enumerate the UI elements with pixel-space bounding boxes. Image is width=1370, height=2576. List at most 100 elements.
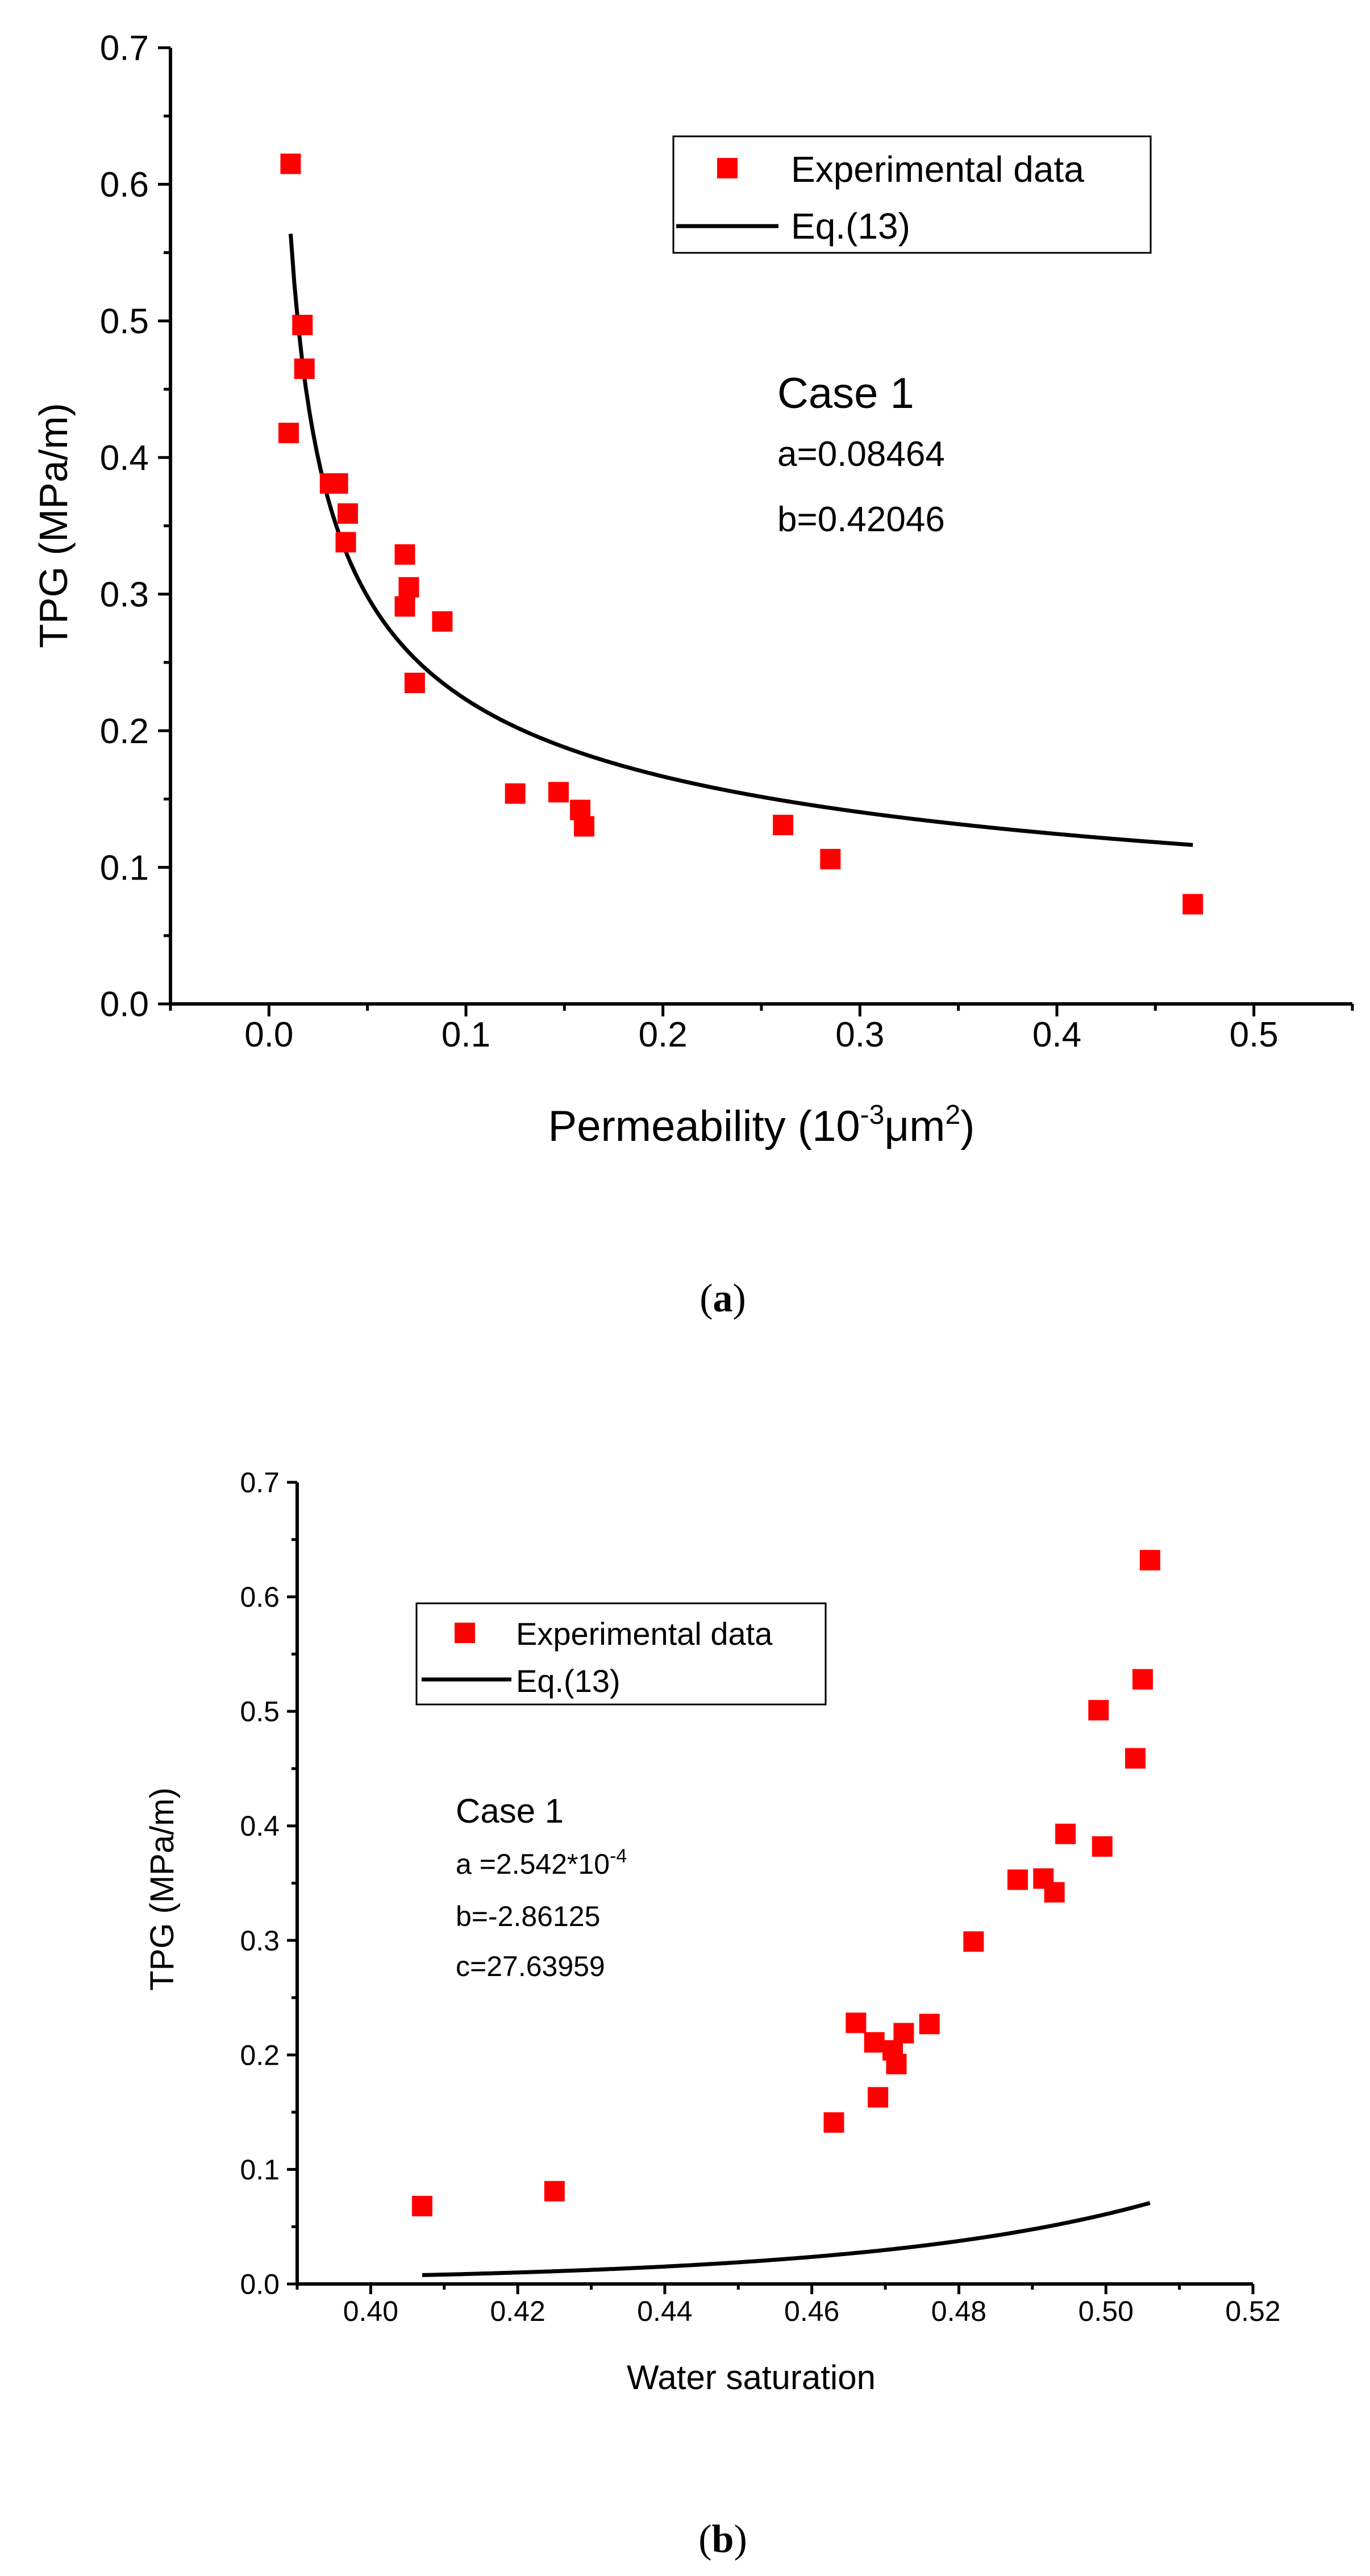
chart-b-data-point (893, 2023, 914, 2044)
chart-b-y-tick-label: 0.1 (240, 2154, 280, 2186)
chart-a-legend-label-data: Experimental data (791, 149, 1084, 190)
chart-b: 0.0 0.1 0.2 0.3 0.4 0.5 0.6 0.7 0.40 0.42 0.44 0.46… (144, 1467, 1281, 2562)
chart-a-x-tick-label: 0.2 (639, 1015, 688, 1054)
chart-a-data-point (292, 315, 313, 336)
chart-a-annotation-case: Case 1 (777, 369, 914, 418)
chart-a-data-point (338, 503, 358, 524)
chart-a-caption-close: ) (733, 1277, 746, 1320)
chart-b-data-point (544, 2181, 565, 2202)
chart-a-x-tick-label: 0.1 (442, 1015, 490, 1054)
chart-b-data-point (846, 2012, 867, 2033)
chart-a-annotation-b: b=0.42046 (777, 500, 945, 539)
chart-b-y-label: TPG (MPa/m) (144, 1787, 181, 1991)
chart-b-x-tick-label: 0.48 (931, 2295, 986, 2327)
chart-b-annotation-case: Case 1 (456, 1792, 564, 1830)
chart-b-data-point (1132, 1669, 1153, 1690)
chart-a-data-point (432, 611, 453, 632)
chart-b-data-point (1092, 1836, 1113, 1857)
chart-b-y-tick-label: 0.6 (240, 1581, 280, 1613)
chart-a-x-tick-label: 0.0 (244, 1015, 293, 1054)
chart-b-data-point (1088, 1700, 1109, 1721)
chart-a-data-point (574, 816, 594, 837)
chart-b-annotation-b: b=-2.86125 (456, 1900, 600, 1932)
chart-a-fit-line (288, 234, 1193, 847)
chart-a-x-label-pre: Permeability (10 (548, 1102, 860, 1151)
chart-b-legend: Experimental data Eq.(13) (415, 1602, 827, 1706)
chart-a-x-tick-label: 0.5 (1230, 1015, 1279, 1054)
chart-a-y-tick-label: 0.0 (100, 985, 149, 1024)
chart-b-data-point (1007, 1869, 1028, 1890)
chart-a-data-point (335, 532, 356, 553)
chart-a-legend-marker (717, 158, 738, 178)
chart-a-legend-label-fit: Eq.(13) (791, 206, 910, 247)
chart-b-data-point (1139, 1550, 1160, 1571)
chart-a-caption-open: ( (699, 1277, 713, 1320)
chart-b-fit-line (422, 2200, 1151, 2277)
chart-a-data-point (1182, 894, 1204, 915)
chart-a-data-point (398, 577, 419, 598)
chart-a-data-point (773, 815, 794, 836)
chart-b-caption: (b) (698, 2517, 747, 2561)
chart-b-data-point (1044, 1882, 1065, 1903)
chart-b-x-tick-label: 0.40 (343, 2295, 398, 2327)
chart-b-y-tick-label: 0.5 (240, 1696, 280, 1728)
chart-b-x-tick-label: 0.50 (1078, 2295, 1134, 2327)
chart-a-caption-letter: a (713, 1277, 733, 1320)
chart-b-x-tick-label: 0.44 (637, 2295, 692, 2327)
chart-a: 0.0 0.1 0.2 0.3 0.4 0.5 0.6 0.7 0.0 0.1 0.2 0.3 0.4 0… (31, 29, 1354, 1320)
chart-a-y-tick-label: 0.5 (100, 302, 149, 341)
chart-b-data-point (864, 2032, 885, 2053)
chart-b-x-tick-label: 0.42 (490, 2295, 545, 2327)
chart-b-annotation-c: c=27.63959 (456, 1950, 605, 1982)
chart-a-data-point (294, 359, 315, 380)
chart-b-annotation-a: a =2.542*10-4 (456, 1845, 627, 1880)
chart-b-data-point (868, 2087, 889, 2108)
chart-a-y-tick-label: 0.1 (100, 848, 149, 887)
chart-b-data-point (411, 2195, 432, 2216)
chart-a-x-label-post: ) (960, 1102, 975, 1151)
chart-b-legend-label-data: Experimental data (516, 1616, 773, 1652)
chart-a-data-point (404, 672, 425, 693)
chart-b-y-tick-label: 0.4 (240, 1810, 280, 1842)
chart-a-x-tick-label: 0.4 (1032, 1015, 1081, 1054)
chart-b-annotation-a-base: a =2.542*10 (456, 1848, 610, 1880)
chart-a-y-tick-label: 0.6 (100, 165, 149, 205)
chart-a-data-point (394, 544, 415, 565)
chart-a-caption: (a) (699, 1277, 746, 1320)
chart-a-data-point (394, 596, 415, 617)
chart-b-data-point (919, 2014, 940, 2035)
chart-b-caption-close: ) (734, 2517, 747, 2561)
chart-a-annotation-a: a=0.08464 (777, 435, 945, 474)
chart-b-y-tick-label: 0.2 (240, 2039, 280, 2071)
chart-a-y-tick-label: 0.4 (100, 439, 149, 478)
chart-b-data-point (886, 2053, 907, 2074)
chart-a-y-tick-label: 0.2 (100, 712, 149, 751)
chart-b-y-tick-label: 0.0 (240, 2269, 280, 2300)
chart-b-legend-marker (455, 1623, 475, 1643)
chart-b-data-point (1055, 1823, 1076, 1844)
chart-a-data-point (319, 473, 340, 494)
chart-a-x-label-sup2: 2 (945, 1100, 960, 1130)
chart-a-x-tick-label: 0.3 (835, 1015, 884, 1054)
chart-b-caption-open: ( (698, 2517, 711, 2561)
chart-a-y-tick-label: 0.3 (100, 575, 149, 614)
chart-a-x-label-mid: μm (884, 1102, 945, 1151)
chart-a-legend: Experimental data Eq.(13) (672, 135, 1152, 254)
chart-a-data-point (280, 153, 301, 174)
chart-a-data-point (820, 849, 841, 870)
chart-b-y-tick-label: 0.3 (240, 1925, 280, 1957)
chart-b-x-label: Water saturation (627, 2358, 876, 2396)
chart-b-x-tick-label: 0.46 (784, 2295, 839, 2327)
chart-a-legend-box (672, 135, 1152, 254)
chart-b-data-point (963, 1931, 984, 1952)
chart-a-data-point (278, 423, 299, 444)
chart-b-data-point (823, 2112, 844, 2133)
chart-a-x-label: Permeability (10-3μm2) (548, 1100, 975, 1151)
chart-a-y-label: TPG (MPa/m) (31, 403, 76, 648)
chart-b-legend-label-fit: Eq.(13) (516, 1663, 621, 1699)
chart-b-y-tick-label: 0.7 (240, 1467, 280, 1499)
chart-b-annotation-a-exp: -4 (610, 1845, 627, 1867)
chart-b-x-tick-label: 0.52 (1225, 2295, 1280, 2327)
chart-b-data-point (1125, 1748, 1146, 1769)
